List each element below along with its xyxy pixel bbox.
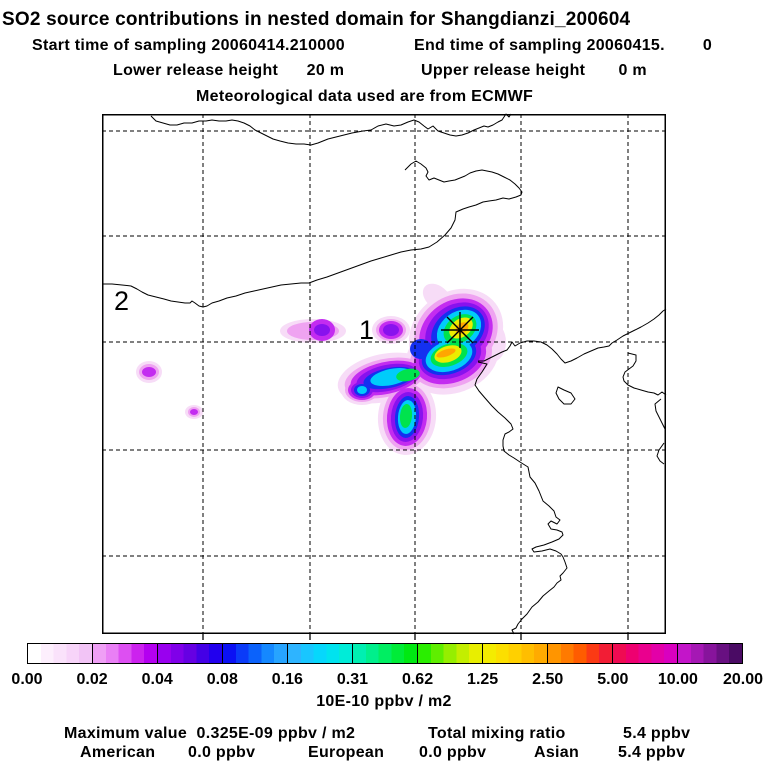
region-asian-value: 5.4 ppbv xyxy=(618,744,686,761)
region-european-value: 0.0 ppbv xyxy=(419,744,487,761)
region-asian-label: Asian xyxy=(534,744,580,761)
colorbar-segment-0 xyxy=(28,644,93,663)
colorbar-units-label: 10E-10 ppbv / m2 xyxy=(316,693,452,710)
colorbar-segment-1 xyxy=(93,644,158,663)
coastline-6 xyxy=(654,398,666,430)
coastline-5 xyxy=(622,352,667,396)
colorbar-segment-6 xyxy=(418,644,483,663)
colorbar-label-0.16: 0.16 xyxy=(271,671,303,688)
graticule xyxy=(102,114,666,634)
colorbar-segment-3 xyxy=(223,644,288,663)
start-time-label: Start time of sampling 20060414.210000 xyxy=(32,37,345,54)
total-mixing-ratio-value: 5.4 ppbv xyxy=(623,725,691,742)
upper-release-height-label: Upper release height 0 m xyxy=(421,62,647,79)
meteo-data-label: Meteorological data used are from ECMWF xyxy=(196,88,534,105)
coastline-0 xyxy=(150,113,512,146)
colorbar xyxy=(27,643,743,664)
lower-release-height-label: Lower release height 20 m xyxy=(113,62,345,79)
colorbar-segment-10 xyxy=(678,644,742,663)
source-label-2: 2 xyxy=(114,286,130,316)
map-plot xyxy=(102,113,667,640)
colorbar-segment-8 xyxy=(548,644,613,663)
colorbar-label-20.00: 20.00 xyxy=(722,671,764,688)
colorbar-tick-labels: 0.00 0.02 0.04 0.08 0.16 0.31 0.62 1.25 2.50 5.00… xyxy=(11,671,763,689)
region-european-label: European xyxy=(308,744,385,761)
region-american-label: American xyxy=(80,744,156,761)
coastline-2 xyxy=(474,361,568,635)
colorbar-segment-5 xyxy=(353,644,418,663)
total-mixing-ratio-label: Total mixing ratio xyxy=(428,725,566,742)
colorbar-label-2.50: 2.50 xyxy=(532,671,564,688)
end-time-label: End time of sampling 20060415. 0 xyxy=(414,37,713,54)
region-american-value: 0.0 ppbv xyxy=(188,744,256,761)
colorbar-label-0.62: 0.62 xyxy=(401,671,434,688)
colorbar-label-0.04: 0.04 xyxy=(141,671,173,688)
page-title: SO2 source contributions in nested domai… xyxy=(2,9,631,30)
colorbar-label-0.08: 0.08 xyxy=(206,671,238,688)
map-frame xyxy=(102,114,666,634)
colorbar-segment-7 xyxy=(483,644,548,663)
colorbar-label-1.25: 1.25 xyxy=(467,671,499,688)
receptor-star-marker xyxy=(441,312,479,348)
source-label-1: 1 xyxy=(359,315,375,345)
colorbar-label-5.00: 5.00 xyxy=(597,671,629,688)
coastline-1 xyxy=(102,160,523,308)
coastline-3 xyxy=(478,308,667,364)
colorbar-segment-4 xyxy=(288,644,353,663)
colorbar-segment-9 xyxy=(613,644,678,663)
maximum-value-label: Maximum value 0.325E-09 ppbv / m2 xyxy=(64,725,356,742)
coastline-7 xyxy=(656,442,665,465)
coastline-4 xyxy=(555,386,576,405)
colorbar-label-10.00: 10.00 xyxy=(657,671,698,688)
colorbar-segment-2 xyxy=(158,644,223,663)
colorbar-label-0.02: 0.02 xyxy=(76,671,108,688)
colorbar-label-0.31: 0.31 xyxy=(336,671,369,688)
colorbar-label-0.00: 0.00 xyxy=(11,671,43,688)
